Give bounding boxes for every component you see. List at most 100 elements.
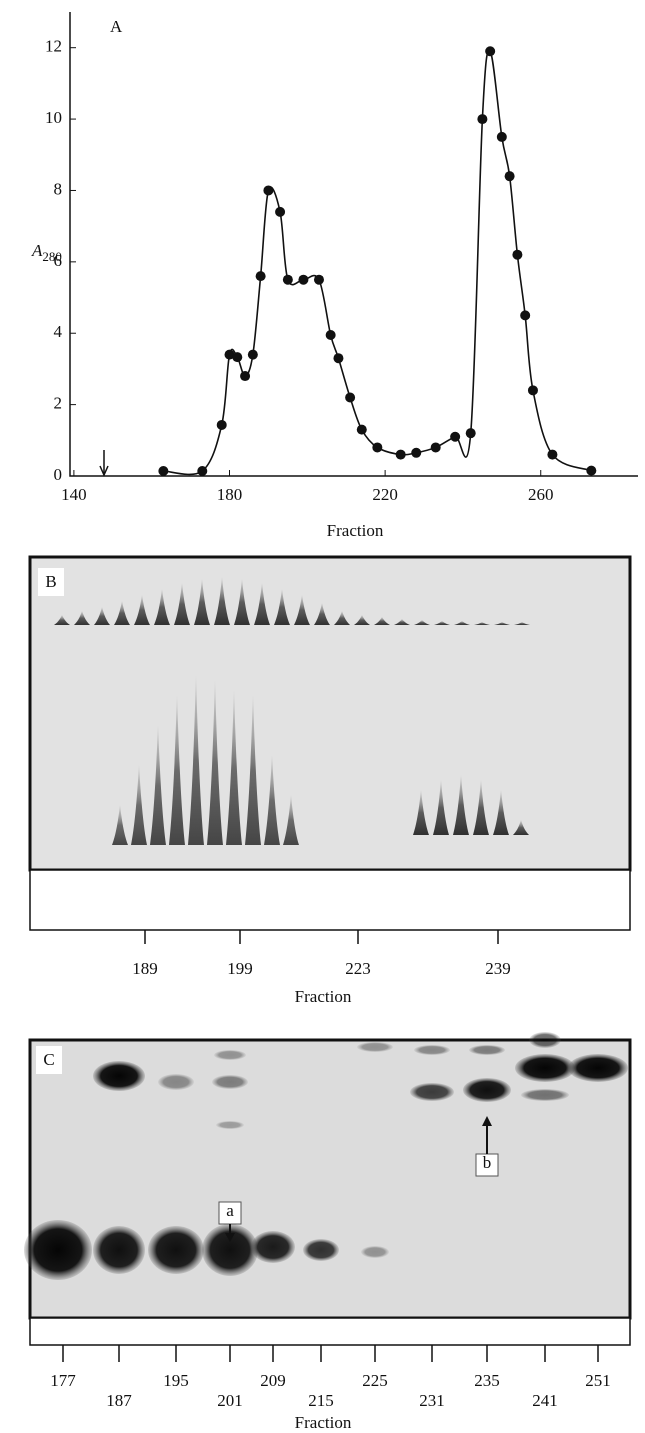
gel-bands — [54, 577, 530, 845]
x-tick-label: 239 — [485, 959, 511, 978]
data-point — [547, 449, 558, 460]
data-point — [586, 465, 597, 476]
gel-peak — [254, 583, 270, 625]
gel-peak — [294, 595, 310, 625]
gel-peak — [154, 589, 170, 625]
gel-peak — [214, 577, 230, 625]
gel-band — [361, 1246, 389, 1258]
gel-peak — [134, 595, 150, 625]
x-tick-label: 187 — [106, 1391, 132, 1410]
gel-peak — [94, 607, 110, 625]
data-point — [224, 349, 235, 360]
gel-band — [568, 1054, 628, 1082]
gel-band — [515, 1054, 575, 1082]
gel-peak — [374, 617, 390, 625]
data-point — [158, 466, 169, 477]
gel-peak — [169, 695, 185, 845]
gel-peak — [513, 820, 529, 835]
gel-peak — [354, 615, 370, 625]
y-tick-label: 8 — [54, 179, 63, 198]
x-tick-label: 177 — [50, 1371, 76, 1390]
gel-band — [303, 1239, 339, 1261]
y-tick-label: 2 — [54, 394, 63, 413]
gel-peak — [114, 601, 130, 625]
gel-peak — [514, 622, 530, 625]
gel-peak — [274, 589, 290, 625]
data-point — [395, 449, 406, 460]
gel-peak — [174, 583, 190, 625]
data-line — [163, 49, 592, 476]
gel-peak — [245, 695, 261, 845]
x-tick-label: 241 — [532, 1391, 558, 1410]
data-point — [333, 353, 344, 364]
data-point — [450, 431, 461, 442]
data-point — [477, 114, 488, 125]
x-tick-label: 235 — [474, 1371, 500, 1390]
data-point — [430, 442, 441, 453]
gel-peak — [131, 765, 147, 845]
data-point — [520, 310, 531, 321]
gel-peak — [314, 603, 330, 625]
data-point — [325, 330, 336, 341]
data-point — [527, 385, 538, 396]
gel-peak — [493, 790, 509, 835]
gel-band — [214, 1050, 246, 1060]
gel-peak — [414, 620, 430, 625]
data-point — [275, 206, 286, 217]
gel-band — [158, 1074, 194, 1090]
x-tick-label: 201 — [217, 1391, 243, 1410]
panel-label: B — [45, 572, 56, 591]
gel-band — [469, 1045, 505, 1055]
x-tick-label: 195 — [163, 1371, 189, 1390]
data-point — [345, 392, 356, 403]
data-point — [504, 171, 515, 182]
y-label-main: A — [31, 241, 43, 260]
gel-band — [216, 1121, 244, 1129]
label-box — [36, 1046, 62, 1074]
y-tick-label: 10 — [45, 108, 62, 127]
gel-peak — [413, 790, 429, 835]
gel-peak — [283, 795, 299, 845]
gel-band — [251, 1231, 295, 1263]
data-point — [240, 371, 251, 382]
gel-peak — [54, 615, 70, 625]
x-tick-label: 260 — [528, 485, 554, 504]
data-point — [282, 274, 293, 285]
gel-peak — [188, 675, 204, 845]
data-point — [496, 131, 507, 142]
data-point — [512, 249, 523, 260]
arrow-head — [225, 1233, 235, 1242]
gel-band — [463, 1078, 511, 1102]
gel-peak — [234, 579, 250, 625]
gel-peak — [150, 725, 166, 845]
annotation: a — [226, 1201, 234, 1220]
y-tick-label: 12 — [45, 37, 62, 56]
arrow-head — [482, 1116, 492, 1126]
gel-band — [521, 1089, 569, 1101]
data-point — [255, 271, 266, 282]
x-tick-label: 199 — [227, 959, 253, 978]
data-point — [465, 428, 476, 439]
data-point — [372, 442, 383, 453]
gel-band — [410, 1083, 454, 1101]
gel-band — [148, 1226, 204, 1274]
x-tick-label: 251 — [585, 1371, 611, 1390]
gel-band — [24, 1220, 92, 1280]
arrow-head — [99, 465, 109, 477]
gel-band — [93, 1061, 145, 1091]
y-tick-label: 4 — [54, 322, 63, 341]
gel-peak — [226, 690, 242, 845]
gel-strip — [29, 869, 631, 931]
x-tick-label: 223 — [345, 959, 371, 978]
x-tick-label: 209 — [260, 1371, 286, 1390]
data-point — [247, 349, 258, 360]
y-label-sub: 280 — [42, 249, 62, 264]
x-axis-label: Fraction — [327, 521, 384, 540]
x-tick-label: 215 — [308, 1391, 334, 1410]
gel-band — [529, 1032, 561, 1048]
gel-image — [28, 555, 632, 872]
gel-peak — [454, 621, 470, 625]
x-axis-label: Fraction — [295, 987, 352, 1006]
gel-band — [357, 1042, 393, 1052]
